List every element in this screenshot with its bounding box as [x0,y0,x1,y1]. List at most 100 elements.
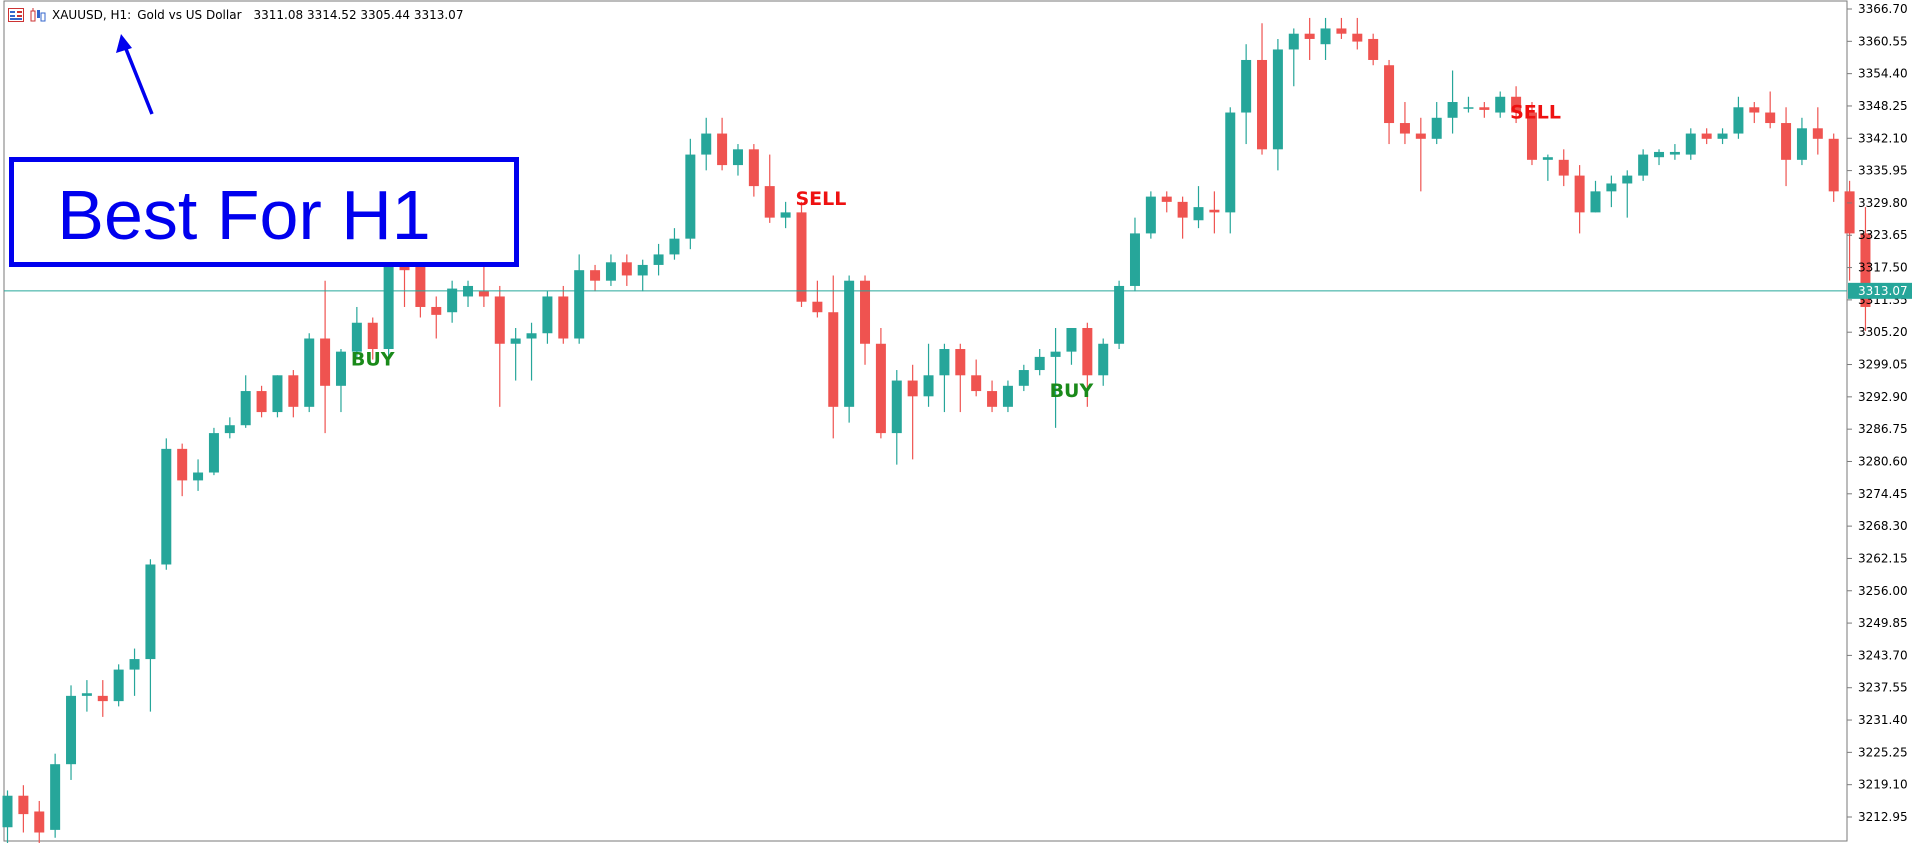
candle [653,243,664,276]
candle [1241,44,1252,145]
candle [1050,327,1061,428]
candle-body [193,472,204,481]
candle [1463,96,1474,113]
candle [1701,128,1712,145]
candle [34,800,45,843]
candle [1129,217,1140,292]
candle [1590,180,1601,213]
candle [923,343,934,407]
candle [605,254,616,286]
candle [844,275,855,423]
candle-body [1066,327,1077,352]
candle-body [1638,154,1649,176]
candle [431,296,442,339]
candle-body [1145,196,1156,234]
candle [2,790,13,843]
candle [1828,133,1839,202]
candle [272,375,283,418]
candle [1733,96,1744,139]
candle [351,306,362,360]
candle [129,648,140,696]
candle-body [971,375,982,392]
candle [177,443,188,497]
candle-body [1018,370,1029,386]
y-tick-label: 3323.65 [1858,228,1908,242]
candle [494,285,505,407]
candle [1098,338,1109,386]
candle [732,144,743,176]
candle [1542,154,1553,181]
candle-body [812,301,823,313]
candlestick-chart-icon[interactable] [30,8,46,22]
candle-body [1495,96,1506,113]
candle [637,259,648,292]
candle [1574,165,1585,234]
candle [113,664,124,707]
candle [240,375,251,428]
candle-body [844,280,855,407]
candle-body [907,380,918,397]
candle-body [796,212,807,302]
candle-body [590,270,601,281]
y-tick-label: 3231.40 [1858,713,1908,727]
candle [66,685,77,780]
sell-signal-label: SELL [1510,102,1561,124]
candle [1225,107,1236,234]
candle [1399,102,1410,145]
candle [1526,102,1537,166]
chart-list-icon[interactable] [8,8,24,22]
candle-body [1336,28,1347,34]
candle [1812,107,1823,155]
candle-body [431,306,442,315]
candle-body [605,262,616,281]
candle-body [891,380,902,434]
candle [1844,180,1855,281]
candle [256,385,267,418]
candle-body [1320,28,1331,45]
candle [1034,349,1045,376]
candle [701,117,712,171]
candle-body [1701,133,1712,139]
candle [1415,117,1426,192]
candle-body [1590,191,1601,213]
y-tick-label: 3268.30 [1858,519,1908,533]
candle [1018,364,1029,392]
candle [447,280,458,323]
candle-body [860,280,871,344]
candle-body [1558,159,1569,176]
candle-body [1352,33,1363,42]
symbol-description: Gold vs US Dollar [137,8,242,22]
candle-body [494,296,505,344]
candle-body [1225,112,1236,213]
candle [1781,107,1792,187]
candle-body [1511,96,1522,113]
candle [1431,102,1442,145]
candle [208,427,219,476]
current-price-tag [1848,282,1912,299]
candle-body [1828,138,1839,192]
candle-body [1098,343,1109,376]
candle [1257,23,1268,155]
candle-body [478,291,489,297]
candle [939,343,950,413]
candle [558,285,569,344]
y-tick-label: 3366.70 [1858,2,1908,16]
candle-body [1288,33,1299,50]
candle [717,117,728,171]
candle-body [1606,183,1617,192]
candle-body [1257,59,1268,150]
candle [875,327,886,439]
candle [1384,59,1395,145]
candle-body [1241,59,1252,113]
candle [1511,86,1522,124]
y-tick-label: 3243.70 [1858,648,1908,662]
candle-body [34,811,45,833]
candle [193,459,204,491]
y-tick-label: 3342.10 [1858,131,1908,145]
candle-body [383,254,394,350]
candle-body [81,693,92,696]
candle [1638,149,1649,181]
current-price-label: 3313.07 [1858,284,1908,298]
